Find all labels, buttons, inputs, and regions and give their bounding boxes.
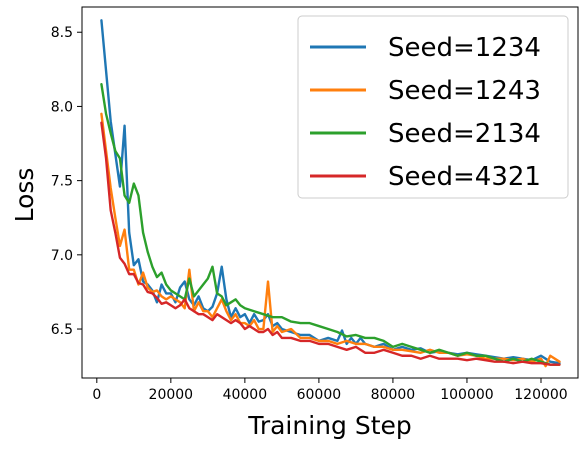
series-line-2: [100, 82, 561, 366]
series-line-3: [100, 121, 561, 366]
x-axis-ticks: 0 20000 40000 60000 80000 100000 120000: [92, 378, 568, 403]
y-tick-label: 8.0: [51, 99, 73, 115]
legend-label-0: Seed=1234: [388, 33, 541, 63]
plot-area-frame: [81, 6, 579, 379]
y-tick-label: 7.5: [51, 174, 73, 190]
legend: Seed=1234 Seed=1243 Seed=2134 Seed=4321: [297, 15, 569, 199]
legend-label-1: Seed=1243: [388, 76, 541, 106]
legend-label-2: Seed=2134: [388, 119, 541, 149]
y-tick-label: 7.0: [51, 248, 73, 264]
y-tick-label: 8.5: [51, 25, 73, 41]
y-axis-label: Loss: [10, 168, 39, 223]
x-tick-label: 80000: [371, 387, 416, 403]
x-tick-label: 0: [92, 387, 101, 403]
y-tick-label: 6.5: [51, 322, 73, 338]
x-tick-label: 120000: [514, 387, 567, 403]
legend-box: [297, 15, 569, 199]
x-tick-label: 100000: [440, 387, 493, 403]
x-tick-label: 20000: [149, 387, 194, 403]
x-axis-label: Training Step: [247, 411, 412, 440]
legend-label-3: Seed=4321: [388, 162, 541, 192]
x-tick-label: 60000: [297, 387, 342, 403]
x-tick-label: 40000: [223, 387, 268, 403]
y-axis-ticks: 6.5 7.0 7.5 8.0 8.5: [51, 25, 82, 338]
plot-lines: [100, 19, 561, 368]
